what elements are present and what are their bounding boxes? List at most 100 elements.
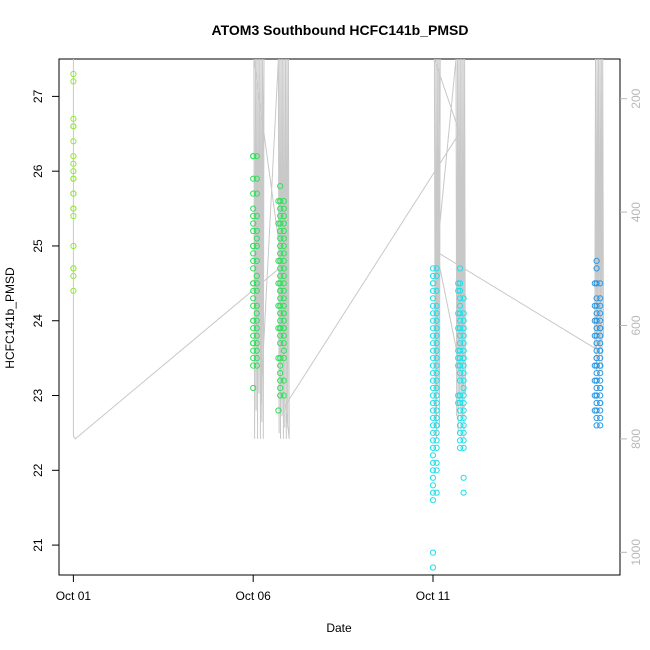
data-point — [429, 399, 437, 407]
data-point — [593, 347, 600, 354]
data-point — [277, 198, 284, 205]
data-point — [429, 347, 437, 354]
data-point — [277, 212, 284, 220]
data-point — [253, 272, 260, 279]
data-point — [280, 347, 287, 354]
data-point — [456, 392, 464, 399]
data-point — [433, 287, 440, 294]
data-point — [460, 384, 467, 392]
data-point — [460, 429, 467, 436]
data-point — [456, 429, 464, 436]
data-point — [280, 317, 287, 324]
data-point — [455, 280, 462, 287]
data-point — [429, 459, 437, 466]
data-point — [429, 429, 437, 436]
data-point — [429, 452, 437, 459]
data-point — [280, 227, 287, 235]
data-point — [250, 317, 257, 324]
y2-tick-label: 200 — [629, 88, 643, 108]
data-point — [275, 198, 282, 205]
data-point — [70, 168, 77, 175]
data-point — [429, 362, 437, 369]
data-point — [460, 422, 467, 429]
data-points — [70, 70, 604, 571]
data-point — [429, 444, 437, 451]
data-point — [70, 70, 77, 78]
data-point — [277, 183, 284, 190]
data-point — [455, 310, 462, 317]
data-point — [433, 399, 440, 407]
data-point — [250, 250, 257, 257]
data-point — [277, 295, 284, 302]
data-point — [456, 340, 464, 347]
data-point — [455, 347, 462, 354]
data-point — [597, 392, 604, 399]
data-point — [456, 362, 464, 369]
data-point — [460, 377, 467, 384]
data-point — [593, 362, 600, 369]
data-point — [70, 265, 77, 272]
data-point — [250, 153, 257, 160]
data-point — [277, 325, 284, 332]
data-point — [593, 377, 600, 384]
data-point — [253, 190, 260, 197]
data-point — [275, 355, 282, 362]
data-point — [70, 160, 77, 167]
data-point — [70, 138, 77, 145]
data-point — [253, 280, 260, 287]
data-point — [277, 377, 284, 384]
data-point — [280, 340, 287, 347]
data-point — [456, 310, 464, 317]
data-point — [277, 362, 284, 369]
data-point — [277, 340, 284, 347]
data-point — [456, 444, 464, 451]
data-point — [456, 437, 464, 444]
data-point — [460, 407, 467, 414]
data-point — [277, 384, 284, 392]
data-point — [250, 227, 257, 235]
data-point — [433, 489, 440, 496]
data-point — [597, 355, 604, 362]
y-tick-label: 23 — [31, 389, 45, 403]
data-point — [277, 257, 284, 264]
data-point — [250, 190, 257, 197]
data-point — [456, 377, 464, 384]
data-point — [456, 265, 464, 272]
data-point — [429, 355, 437, 362]
data-point — [280, 205, 287, 212]
data-point — [433, 302, 440, 309]
data-point — [253, 227, 260, 235]
data-point — [429, 302, 437, 309]
data-point — [593, 340, 600, 347]
data-point — [70, 78, 77, 85]
data-point — [250, 287, 257, 294]
data-point — [433, 370, 440, 377]
data-point — [597, 399, 604, 407]
data-point — [429, 474, 437, 481]
data-point — [597, 310, 604, 317]
data-point — [433, 347, 440, 354]
data-point — [277, 242, 284, 250]
data-point — [597, 422, 604, 429]
data-point — [455, 287, 462, 294]
data-point — [429, 325, 437, 332]
data-point — [253, 332, 260, 339]
data-point — [429, 384, 437, 392]
data-point — [460, 414, 467, 422]
data-point — [591, 362, 598, 369]
data-point — [593, 302, 600, 309]
data-point — [250, 242, 257, 250]
y-tick-label: 25 — [31, 239, 45, 253]
data-point — [433, 407, 440, 414]
data-point — [593, 355, 600, 362]
data-point — [250, 355, 257, 362]
data-point — [277, 302, 284, 309]
y2-tick-label: 800 — [629, 429, 643, 449]
data-point — [70, 205, 77, 212]
data-point — [250, 325, 257, 332]
data-point — [280, 377, 287, 384]
data-point — [250, 295, 257, 302]
data-point — [253, 310, 260, 317]
data-point — [593, 280, 600, 287]
plot-frame — [58, 58, 621, 576]
